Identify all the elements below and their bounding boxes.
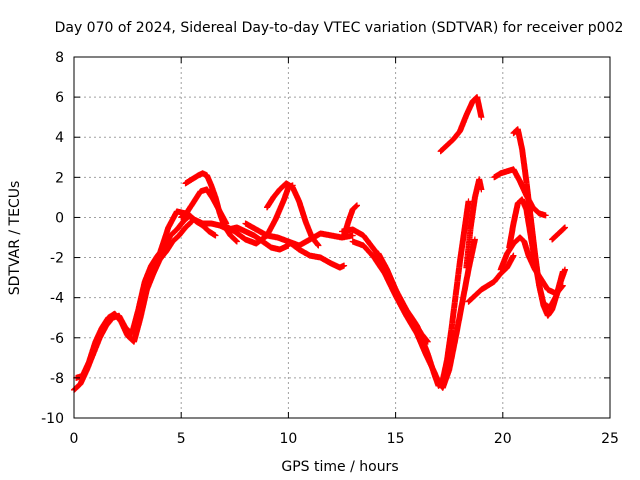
y-tick-label: 0 [55,210,64,226]
y-tick-label: -6 [50,331,64,347]
series-arc14 [437,94,485,155]
series-arc15 [463,176,485,271]
series-arc2 [73,218,195,381]
data-point-markers [549,224,568,243]
data-point-markers [437,94,485,155]
x-tick-label: 10 [279,431,297,447]
y-tick-label: -2 [50,251,64,267]
x-tick-label: 15 [387,431,405,447]
data-point-markers [285,238,348,271]
chart-title: Day 070 of 2024, Sidereal Day-to-day VTE… [55,20,624,36]
y-tick-label: 8 [55,50,64,66]
x-axis: 0 5 10 15 20 25 [70,57,619,447]
data-point-markers [178,186,230,227]
data-point-markers [463,176,485,271]
series-arc20 [497,234,566,297]
y-axis: -10 -8 -6 -4 -2 0 2 4 6 8 [41,50,610,427]
x-axis-label: GPS time / hours [281,459,398,475]
x-tick-label: 0 [70,431,79,447]
series-arc13 [375,250,431,345]
series-arc5 [178,186,230,227]
data-point-markers [491,166,549,219]
plot-frame [73,56,611,419]
x-tick-label: 20 [494,431,512,447]
x-tick-label: 25 [601,431,619,447]
data-point-markers [465,252,517,305]
series-arc17 [491,166,549,219]
data-points [71,94,568,393]
series-arc16 [465,252,517,305]
data-point-markers [497,234,566,297]
y-tick-label: -4 [50,291,64,307]
y-tick-label: 6 [55,90,64,106]
data-point-markers [73,218,195,381]
series-arc21 [549,224,568,243]
y-tick-label: 2 [55,170,64,186]
y-tick-label: 4 [55,130,64,146]
y-axis-label: SDTVAR / TECUs [7,181,23,296]
y-tick-label: -10 [41,411,64,427]
y-tick-label: -8 [50,371,64,387]
series-arc9 [285,238,348,271]
data-point-markers [375,250,431,345]
x-tick-label: 5 [177,431,186,447]
